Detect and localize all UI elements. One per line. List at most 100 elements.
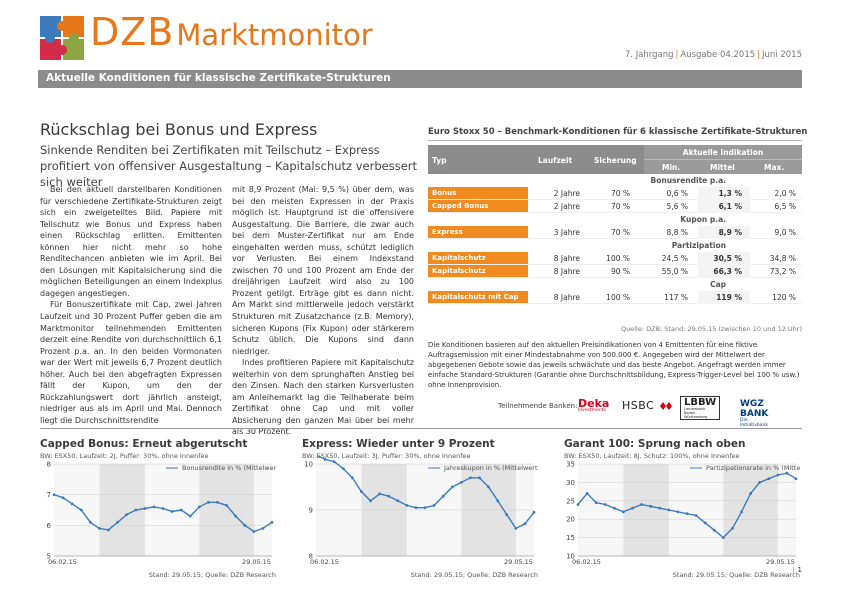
cell-sicherung: 70 %	[610, 189, 630, 198]
data-point	[505, 513, 509, 516]
cell-sicherung: 100 %	[606, 254, 630, 263]
brand-title: DZBMarktmonitor	[90, 10, 373, 54]
cell-max: 6,5 %	[774, 202, 796, 211]
data-point	[414, 506, 418, 510]
data-point	[496, 499, 500, 503]
article-column-1: Bei den aktuell darstellbaren Konditione…	[40, 184, 222, 426]
data-point	[721, 536, 725, 539]
divider	[428, 140, 802, 141]
data-point	[676, 510, 680, 514]
cell-mittel: 1,3 %	[718, 189, 742, 198]
table-section-title: Kupon p.a.	[680, 215, 726, 224]
y-tick-label: 15	[566, 534, 575, 542]
chart-subtitle: BW: ESX50, Laufzeit: 3J, Puffer: 30%, oh…	[302, 452, 471, 460]
data-point	[487, 485, 490, 489]
data-point	[197, 505, 201, 509]
cell-min: 24,5 %	[661, 254, 688, 263]
table-row: Kapitalschutz mit Cap 8 Jahre 100 % 117 % 11…	[428, 291, 802, 304]
divider	[644, 159, 802, 160]
data-point	[125, 513, 129, 516]
cell-mittel: 119 %	[716, 293, 742, 302]
data-point	[631, 506, 634, 510]
y-tick-label: 25	[566, 497, 575, 505]
cell-mittel: 66,3 %	[713, 267, 742, 276]
data-point	[649, 504, 653, 508]
data-point	[116, 520, 119, 524]
chart-plot: 8 9 10 Jahreskupon in % (Mittelwert) 06.02.1…	[304, 456, 538, 566]
chart-plot: 5 6 7 8 Bonusrendite in % (Mittelwert) 06.02.…	[47, 461, 276, 567]
data-point	[70, 502, 74, 506]
issue-date: Juni 2015	[762, 50, 802, 60]
article-headline: Rückschlag bei Bonus und Express	[40, 120, 318, 139]
table-section-title: Bonusrendite p.a.	[650, 176, 727, 185]
cell-laufzeit: 2 Jahre	[553, 202, 580, 211]
cell-typ: Kapitalschutz mit Cap	[428, 291, 528, 303]
table-row: Bonus 2 Jahre 70 % 0,6 % 1,3 % 2,0 %	[428, 187, 802, 200]
cell-mittel: 30,5 %	[713, 254, 742, 263]
data-point	[378, 492, 381, 496]
data-point	[740, 510, 743, 514]
y-tick-label: 8	[309, 553, 313, 561]
cell-laufzeit: 3 Jahre	[553, 228, 580, 237]
data-point	[785, 471, 789, 475]
data-point	[469, 476, 472, 480]
header-typ: Typ	[432, 156, 447, 165]
cell-sicherung: 100 %	[606, 293, 630, 302]
y-tick-label: 35	[566, 461, 575, 469]
lbbw-logo: LBBW Landesbank Baden-Württemberg	[680, 396, 721, 420]
data-point	[61, 496, 65, 500]
data-point	[179, 508, 183, 512]
data-point	[622, 510, 625, 514]
chart-capped-bonus: Capped Bonus: Erneut abgerutscht BW: ESX…	[40, 438, 276, 579]
chart-source: Stand: 29.05.15; Quelle: DZB Research	[672, 571, 800, 579]
data-point	[88, 520, 92, 524]
data-point	[216, 500, 219, 504]
table-section-title: Partizipation	[671, 241, 726, 250]
data-point	[170, 510, 174, 513]
data-point	[405, 504, 409, 507]
y-tick-label: 10	[566, 553, 575, 561]
paragraph: Indes profitieren Papiere mit Kapitalsch…	[232, 358, 414, 437]
issue-number: Ausgabe 04.2015	[680, 50, 756, 60]
series-label: Partizipationsrate in % (Mittelwert)	[706, 464, 800, 472]
data-point	[360, 490, 363, 493]
y-tick-label: 20	[566, 516, 575, 524]
chart-title: Express: Wieder unter 9 Prozent	[302, 438, 495, 450]
cell-min: 8,8 %	[666, 228, 688, 237]
table-header: Typ Laufzeit Sicherung Aktuelle Indikati…	[428, 145, 802, 174]
data-point	[423, 506, 427, 510]
chart-source: Stand: 29.05.15; Quelle: DZB Research	[148, 571, 276, 579]
cell-sicherung: 70 %	[610, 228, 630, 237]
conditions-table: Typ Laufzeit Sicherung Aktuelle Indikati…	[428, 145, 802, 304]
cell-typ: Express	[428, 226, 528, 238]
data-point	[794, 477, 798, 481]
chart-source: Stand: 29.05.15; Quelle: DZB Research	[410, 571, 538, 579]
table-section-title: Cap	[710, 280, 726, 289]
y-tick-label: 9	[309, 507, 313, 515]
header-min: Min.	[662, 163, 681, 172]
data-point	[612, 506, 616, 510]
chart-title: Capped Bonus: Erneut abgerutscht	[40, 438, 248, 450]
data-point	[98, 527, 101, 530]
data-point	[234, 514, 238, 518]
table-row: Capped Bonus 2 Jahre 70 % 5,6 % 6,1 % 6,5 %	[428, 200, 802, 213]
paragraph: Für Bonuszertifikate mit Cap, zwei Jahre…	[40, 300, 222, 425]
data-point	[152, 505, 156, 509]
data-point	[441, 494, 445, 498]
data-point	[478, 476, 481, 480]
article-column-2: mit 8,9 Prozent (Mai: 9,5 %) über dem, w…	[232, 184, 414, 438]
paragraph: Bei den aktuell darstellbaren Konditione…	[40, 185, 222, 298]
table-body: Bonusrendite p.a. Bonus 2 Jahre 70 % 0,6 % 1,…	[428, 174, 802, 304]
data-point	[432, 504, 436, 507]
data-point	[585, 492, 589, 495]
x-tick-label: 29.05.15	[242, 558, 271, 566]
chart-title: Garant 100: Sprung nach oben	[564, 438, 746, 450]
y-tick-label: 7	[47, 491, 51, 499]
divider	[40, 428, 802, 429]
wgz-logo: WGZ BANK Die Initiativbank	[740, 399, 769, 428]
chart-subtitle: BW: ESX50, Laufzeit: 8J, Schutz: 100%, o…	[564, 452, 740, 460]
cell-mittel: 8,9 %	[718, 228, 742, 237]
data-point	[640, 503, 643, 506]
section-banner: Aktuelle Konditionen für klassische Zert…	[38, 70, 802, 88]
data-point	[332, 460, 336, 464]
